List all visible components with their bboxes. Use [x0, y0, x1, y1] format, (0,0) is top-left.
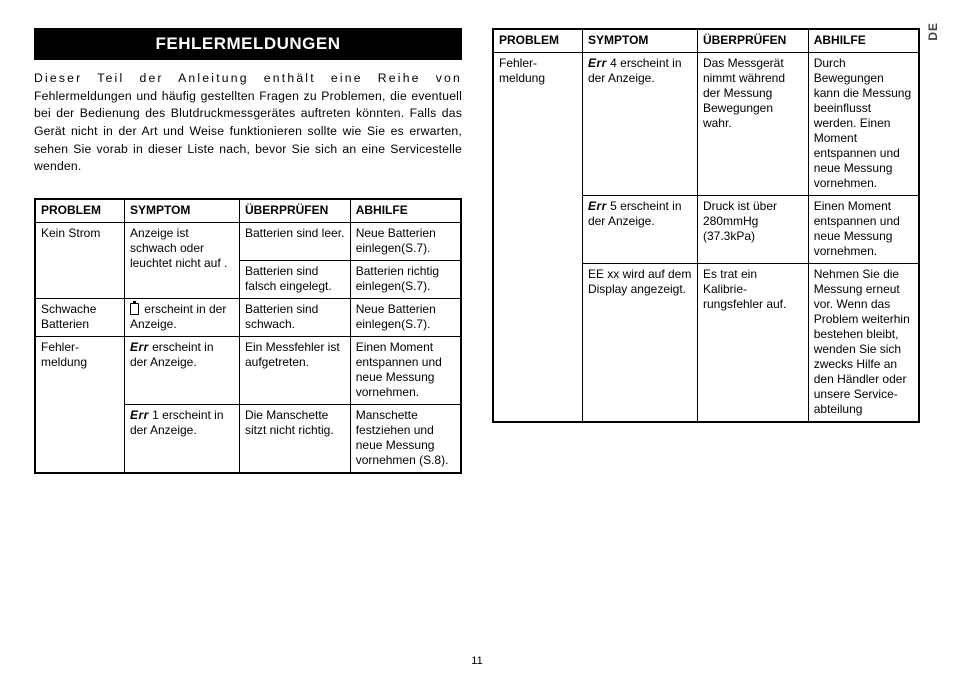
- left-column: FEHLERMELDUNGEN Dieser Teil der Anleitun…: [34, 28, 462, 474]
- col-check: ÜBERPRÜFEN: [697, 29, 808, 53]
- cell-fix: Durch Bewegungen kann die Messung beeinf…: [808, 53, 919, 196]
- col-problem: PROBLEM: [493, 29, 582, 53]
- section-heading: FEHLERMELDUNGEN: [34, 28, 462, 60]
- err-code: Err: [588, 199, 607, 213]
- col-symptom: SYMPTOM: [124, 199, 239, 223]
- table-row: Schwache Batterien erscheint in der Anze…: [35, 299, 461, 337]
- table-header-row: PROBLEM SYMPTOM ÜBERPRÜFEN ABHILFE: [493, 29, 919, 53]
- err-code: Err: [130, 340, 149, 354]
- cell-fix: Einen Moment entspannen und neue Messung…: [350, 337, 461, 405]
- intro-rest: Fehlermeldungen und häufig gestellten Fr…: [34, 89, 462, 174]
- two-column-layout: FEHLERMELDUNGEN Dieser Teil der Anleitun…: [34, 28, 920, 474]
- cell-check: Batterien sind schwach.: [239, 299, 350, 337]
- table-header-row: PROBLEM SYMPTOM ÜBERPRÜFEN ABHILFE: [35, 199, 461, 223]
- cell-check: Ein Messfehler ist aufgetreten.: [239, 337, 350, 405]
- cell-problem: Kein Strom: [35, 223, 124, 299]
- right-column: PROBLEM SYMPTOM ÜBERPRÜFEN ABHILFE Fehle…: [492, 28, 920, 474]
- cell-check: Batterien sind falsch eingelegt.: [239, 261, 350, 299]
- err-code: Err: [130, 408, 149, 422]
- cell-check: Das Messgerät nimmt während der Messung …: [697, 53, 808, 196]
- troubleshoot-table-left: PROBLEM SYMPTOM ÜBERPRÜFEN ABHILFE Kein …: [34, 198, 462, 474]
- troubleshoot-table-right: PROBLEM SYMPTOM ÜBERPRÜFEN ABHILFE Fehle…: [492, 28, 920, 423]
- cell-symptom: EE xx wird auf dem Display angezeigt.: [582, 264, 697, 423]
- cell-problem: Fehler-meldung: [493, 53, 582, 423]
- battery-icon: [130, 303, 139, 315]
- cell-check: Druck ist über 280mmHg (37.3kPa): [697, 196, 808, 264]
- col-fix: ABHILFE: [808, 29, 919, 53]
- cell-symptom: Anzeige ist schwach oder leuchtet nicht …: [124, 223, 239, 299]
- page-number: 11: [471, 655, 482, 667]
- col-symptom: SYMPTOM: [582, 29, 697, 53]
- cell-problem: Fehler-meldung: [35, 337, 124, 474]
- cell-fix: Neue Batterien einlegen(S.7).: [350, 299, 461, 337]
- intro-first-line: Dieser Teil der Anleitung enthält eine R…: [34, 71, 462, 85]
- document-page: DE FEHLERMELDUNGEN Dieser Teil der Anlei…: [0, 0, 954, 673]
- cell-symptom: Err 1 erscheint in der Anzeige.: [124, 405, 239, 474]
- cell-fix: Einen Moment entspannen und neue Messung…: [808, 196, 919, 264]
- cell-fix: Manschette festziehen und neue Messung v…: [350, 405, 461, 474]
- cell-check: Batterien sind leer.: [239, 223, 350, 261]
- language-tab: DE: [926, 22, 940, 41]
- col-check: ÜBERPRÜFEN: [239, 199, 350, 223]
- cell-fix: Batterien richtig einlegen(S.7).: [350, 261, 461, 299]
- cell-symptom: erscheint in der Anzeige.: [124, 299, 239, 337]
- cell-check: Die Manschette sitzt nicht richtig.: [239, 405, 350, 474]
- intro-paragraph: Dieser Teil der Anleitung enthält eine R…: [34, 70, 462, 176]
- col-fix: ABHILFE: [350, 199, 461, 223]
- cell-text: erscheint in der Anzeige.: [130, 302, 226, 331]
- cell-symptom: Err 5 erscheint in der Anzeige.: [582, 196, 697, 264]
- cell-problem: Schwache Batterien: [35, 299, 124, 337]
- col-problem: PROBLEM: [35, 199, 124, 223]
- cell-fix: Nehmen Sie die Messung erneut vor. Wenn …: [808, 264, 919, 423]
- table-row: Kein Strom Anzeige ist schwach oder leuc…: [35, 223, 461, 261]
- cell-symptom: Err erscheint in der Anzeige.: [124, 337, 239, 405]
- cell-check: Es trat ein Kalibrie-rungsfehler auf.: [697, 264, 808, 423]
- err-code: Err: [588, 56, 607, 70]
- cell-fix: Neue Batterien einlegen(S.7).: [350, 223, 461, 261]
- cell-symptom: Err 4 erscheint in der Anzeige.: [582, 53, 697, 196]
- table-row: Fehler-meldung Err 4 erscheint in der An…: [493, 53, 919, 196]
- table-row: Fehler-meldung Err erscheint in der Anze…: [35, 337, 461, 405]
